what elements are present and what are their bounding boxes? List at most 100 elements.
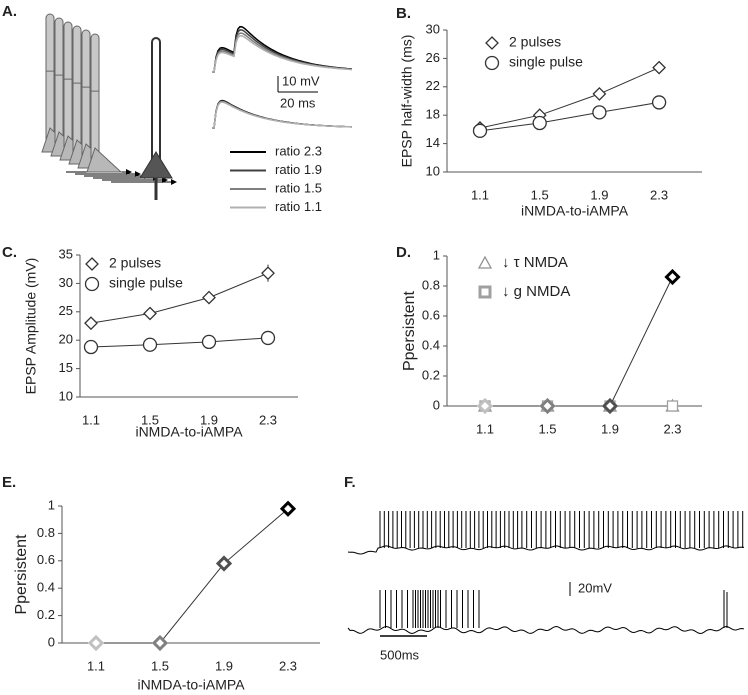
scale-label: 20mV: [578, 580, 612, 595]
panel-label: E.: [2, 474, 16, 491]
scale-label: 20 ms: [280, 95, 316, 110]
panel-label: A.: [2, 3, 17, 20]
legend-text: ↓ τ NMDA: [502, 254, 568, 271]
neuron-soma: [139, 151, 173, 179]
data-marker: [652, 60, 667, 75]
data-marker: [592, 105, 607, 120]
x-tick-label: 1.5: [141, 412, 159, 427]
data-marker: [143, 306, 157, 321]
y-tick-label: 1: [48, 497, 55, 512]
series-line: [96, 508, 289, 644]
legend-text: ratio 2.3: [275, 143, 322, 158]
x-tick-label: 1.1: [87, 658, 105, 673]
data-marker: [472, 123, 488, 138]
y-tick-label: 35: [59, 246, 73, 261]
series-line: [90, 272, 269, 324]
y-tick-label: 1: [433, 247, 440, 262]
panel-label: C.: [2, 244, 17, 261]
y-tick-label: 14: [426, 135, 440, 150]
data-marker: [539, 397, 556, 415]
panel-label: B.: [396, 5, 411, 22]
epsp-trace: [212, 35, 353, 73]
series-line: [479, 101, 660, 132]
y-tick-label: 25: [59, 303, 73, 318]
y-tick-label: 0.8: [37, 525, 55, 540]
series-line: [485, 276, 673, 407]
data-marker: [651, 95, 667, 110]
y-axis-label: Ppersistent: [401, 290, 418, 371]
y-tick-label: 0.6: [37, 552, 55, 567]
x-axis-label: iNMDA-to-iAMPA: [137, 677, 245, 693]
scale-label: 10 mV: [282, 73, 320, 88]
data-marker: [664, 268, 681, 286]
y-tick-label: 0.2: [37, 607, 55, 622]
data-marker: [215, 555, 233, 572]
data-marker: [142, 337, 158, 352]
legend-text: single pulse: [509, 54, 583, 70]
data-marker: [201, 334, 217, 350]
x-tick-label: 1.9: [601, 421, 619, 436]
x-tick-label: 1.1: [476, 421, 494, 436]
legend-text: ratio 1.5: [275, 180, 322, 195]
arrow-head: [171, 179, 177, 185]
data-marker: [87, 634, 105, 652]
y-axis-label: EPSP half-width (ms): [399, 35, 415, 168]
panel-label: D.: [396, 244, 411, 261]
epsp-trace: [212, 29, 353, 73]
legend-marker: [484, 55, 500, 71]
data-marker: [666, 400, 679, 412]
legend-marker: [477, 255, 493, 269]
y-tick-label: 0.4: [37, 580, 55, 595]
x-tick-label: 2.3: [650, 187, 668, 202]
x-tick-label: 1.9: [215, 658, 233, 673]
x-tick-label: 1.5: [151, 658, 169, 673]
data-marker: [532, 115, 547, 131]
data-marker: [279, 500, 297, 517]
data-marker: [261, 266, 275, 281]
y-tick-label: 18: [426, 107, 440, 122]
legend-marker: [85, 257, 99, 271]
legend-text: ratio 1.1: [275, 199, 322, 214]
legend-text: ratio 1.9: [275, 162, 322, 177]
data-marker: [476, 397, 494, 415]
x-tick-label: 2.3: [259, 412, 277, 427]
x-tick-label: 1.9: [200, 412, 218, 427]
y-tick-label: 0.6: [422, 307, 440, 322]
y-axis-label: Ppersistent: [13, 534, 30, 615]
y-axis-label: EPSP Amplitude (mV): [23, 258, 39, 395]
y-tick-label: 15: [59, 360, 73, 375]
x-tick-label: 2.3: [279, 658, 297, 673]
y-tick-label: 30: [59, 275, 73, 290]
legend-text: single pulse: [109, 275, 183, 291]
y-tick-label: 20: [59, 332, 73, 347]
x-tick-label: 1.1: [82, 412, 100, 427]
data-marker: [260, 330, 276, 346]
series-line: [90, 337, 269, 348]
y-tick-label: 26: [426, 50, 440, 65]
legend-marker: [84, 276, 100, 292]
x-axis-label: iNMDA-to-iAMPA: [521, 203, 629, 219]
data-marker: [601, 397, 619, 415]
voltage-trace: [347, 545, 745, 555]
x-tick-label: 2.3: [663, 421, 681, 436]
legend-text: 2 pulses: [109, 255, 161, 271]
legend-text: ↓ g NMDA: [502, 283, 570, 300]
y-tick-label: 10: [59, 388, 73, 403]
scale-label: 500ms: [380, 647, 420, 662]
data-marker: [202, 290, 216, 305]
y-tick-label: 0.4: [422, 337, 440, 352]
legend-marker: [485, 36, 499, 50]
panel-label: F.: [344, 474, 356, 491]
data-marker: [151, 634, 169, 652]
epsp-trace: [212, 101, 352, 129]
x-axis-label: iNMDA-to-iAMPA: [135, 424, 243, 440]
x-tick-label: 1.5: [538, 421, 556, 436]
neuron-dendrite: [151, 37, 161, 169]
data-marker: [83, 339, 99, 355]
voltage-trace: [347, 626, 745, 634]
y-tick-label: 22: [426, 78, 440, 93]
series-line: [479, 67, 660, 129]
data-marker: [592, 86, 607, 101]
